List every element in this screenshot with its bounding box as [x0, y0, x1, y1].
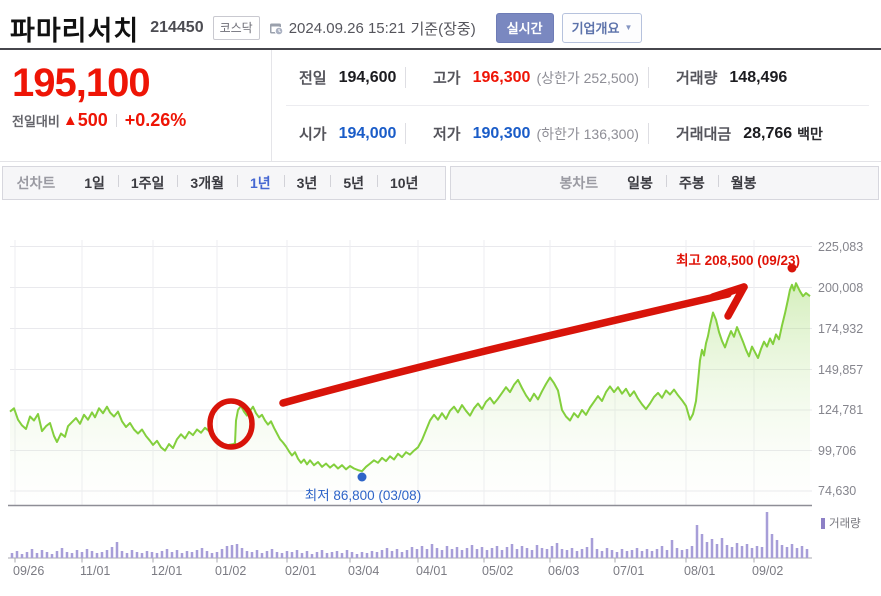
change-label: 전일대비 — [12, 114, 60, 129]
stock-code: 214450 — [150, 19, 204, 36]
tab-3year[interactable]: 3년 — [283, 173, 331, 193]
x-axis-tick: 01/02 — [215, 564, 247, 578]
x-axis-tick: 04/01 — [416, 564, 448, 578]
tab-1week[interactable]: 1주일 — [117, 173, 178, 193]
lower-limit-value: (하한가 136,300) — [536, 125, 639, 142]
tab-weekly-candle[interactable]: 주봉 — [665, 173, 718, 193]
x-axis-tick: 05/02 — [482, 564, 514, 578]
tab-daily-candle[interactable]: 일봉 — [627, 175, 653, 191]
prev-close-label: 전일 — [299, 70, 327, 87]
header-divider — [0, 48, 881, 50]
y-axis-tick: 200,008 — [818, 280, 864, 295]
line-chart-tabbar: 선차트 1일 1주일 3개월 1년 3년 5년 10년 — [2, 166, 446, 200]
page-header: 파마리서치 214450 코스닥 2024.09.26 15:21 기준(장중)… — [10, 8, 875, 48]
value-traded-value: 28,766 — [743, 124, 793, 142]
tab-5year[interactable]: 5년 — [330, 173, 377, 193]
tab-monthly-candle[interactable]: 월봉 — [717, 173, 770, 193]
table-row: 시가 194,000 저가 190,300 (하한가 136,300) 거래대금… — [272, 106, 881, 161]
clock-icon — [269, 21, 284, 36]
prev-close-value: 194,600 — [338, 68, 397, 86]
quote-datetime: 2024.09.26 15:21 — [288, 19, 406, 37]
max-price-annotation: 최고 208,500 (09/23) — [676, 253, 800, 268]
low-cell: 저가 190,300 (하한가 136,300) — [405, 123, 648, 144]
upper-limit-value: (상한가 252,500) — [536, 69, 639, 86]
y-axis-tick: 225,083 — [818, 239, 864, 254]
y-axis-tick: 174,932 — [818, 321, 864, 336]
quote-datetime-basis: 기준(장중) — [410, 20, 476, 38]
volume-legend: 거래량 — [821, 515, 861, 531]
current-price: 195,100 — [12, 61, 151, 105]
y-axis-tick: 74,630 — [818, 484, 857, 498]
high-value: 196,300 — [472, 68, 531, 86]
open-label: 시가 — [299, 126, 327, 143]
volume-legend-label: 거래량 — [829, 518, 861, 530]
price-change-row: 전일대비 ▲ 500 +0.26% — [12, 110, 271, 131]
x-axis-tick: 06/03 — [548, 564, 580, 578]
value-traded-label: 거래대금 — [676, 126, 732, 143]
candle-chart-tabbar: 봉차트 일봉 주봉 월봉 — [450, 166, 879, 200]
volume-cell: 거래량 148,496 — [648, 67, 881, 88]
realtime-button[interactable]: 실시간 — [495, 13, 554, 43]
page-title: 파마리서치 — [10, 15, 140, 46]
tab-3month[interactable]: 3개월 — [177, 173, 237, 193]
tab-1year[interactable]: 1년 — [236, 173, 284, 193]
low-label: 저가 — [433, 126, 461, 143]
min-price-annotation: 최저 86,800 (03/08) — [304, 488, 422, 503]
line-chart-group-label: 선차트 — [16, 175, 56, 191]
up-arrow-icon: ▲ — [62, 112, 78, 129]
volume-legend-chip-icon — [821, 517, 825, 529]
high-cell: 고가 196,300 (상한가 252,500) — [405, 67, 648, 88]
price-detail-table: 전일 194,600 고가 196,300 (상한가 252,500) 거래량 … — [272, 50, 881, 161]
x-axis-tick: 08/01 — [684, 564, 716, 578]
divider — [115, 114, 117, 127]
prev-close-cell: 전일 194,600 — [272, 67, 405, 88]
x-axis-tick: 03/04 — [348, 564, 380, 578]
x-axis-tick: 07/01 — [613, 564, 645, 578]
volume-label: 거래량 — [676, 70, 718, 87]
price-summary-section: 195,100 전일대비 ▲ 500 +0.26% 전일 194,600 고가 … — [0, 50, 881, 162]
change-value: 500 — [77, 110, 108, 130]
x-axis-tick: 09/02 — [752, 564, 784, 578]
candle-chart-group-label: 봉차트 — [559, 175, 599, 191]
table-row: 전일 194,600 고가 196,300 (상한가 252,500) 거래량 … — [272, 50, 881, 105]
change-percent: +0.26% — [124, 110, 187, 130]
company-overview-label: 기업개요 — [571, 21, 620, 36]
table-row-divider — [286, 105, 869, 106]
tab-1day[interactable]: 1일 — [84, 175, 105, 191]
open-cell: 시가 194,000 — [272, 123, 405, 144]
y-axis-tick: 149,857 — [818, 362, 864, 377]
value-traded-unit: 백만 — [797, 125, 823, 142]
x-axis-tick: 12/01 — [151, 564, 183, 578]
x-axis-tick: 02/01 — [285, 564, 317, 578]
x-axis-tick: 11/01 — [80, 564, 111, 578]
high-label: 고가 — [433, 70, 461, 87]
open-value: 194,000 — [338, 124, 397, 142]
y-axis-tick: 124,781 — [818, 403, 864, 417]
volume-value: 148,496 — [729, 68, 788, 86]
current-price-block: 195,100 전일대비 ▲ 500 +0.26% — [0, 50, 272, 161]
value-traded-cell: 거래대금 28,766 백만 — [648, 123, 881, 144]
tab-10year[interactable]: 10년 — [376, 173, 431, 193]
chevron-down-icon: ▼ — [624, 23, 633, 32]
x-axis-tick: 09/26 — [13, 564, 45, 578]
company-overview-button[interactable]: 기업개요 ▼ — [561, 13, 643, 43]
y-axis-tick: 99,706 — [818, 443, 857, 458]
market-badge: 코스닥 — [212, 16, 260, 40]
low-value: 190,300 — [472, 124, 531, 142]
